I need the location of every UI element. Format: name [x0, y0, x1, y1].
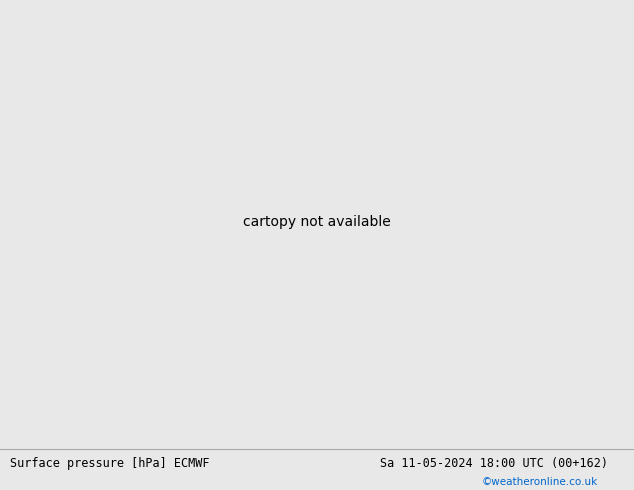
- Text: Surface pressure [hPa] ECMWF: Surface pressure [hPa] ECMWF: [10, 457, 209, 470]
- Text: cartopy not available: cartopy not available: [243, 216, 391, 229]
- Text: ©weatheronline.co.uk: ©weatheronline.co.uk: [482, 477, 598, 487]
- Text: Sa 11-05-2024 18:00 UTC (00+162): Sa 11-05-2024 18:00 UTC (00+162): [380, 457, 609, 470]
